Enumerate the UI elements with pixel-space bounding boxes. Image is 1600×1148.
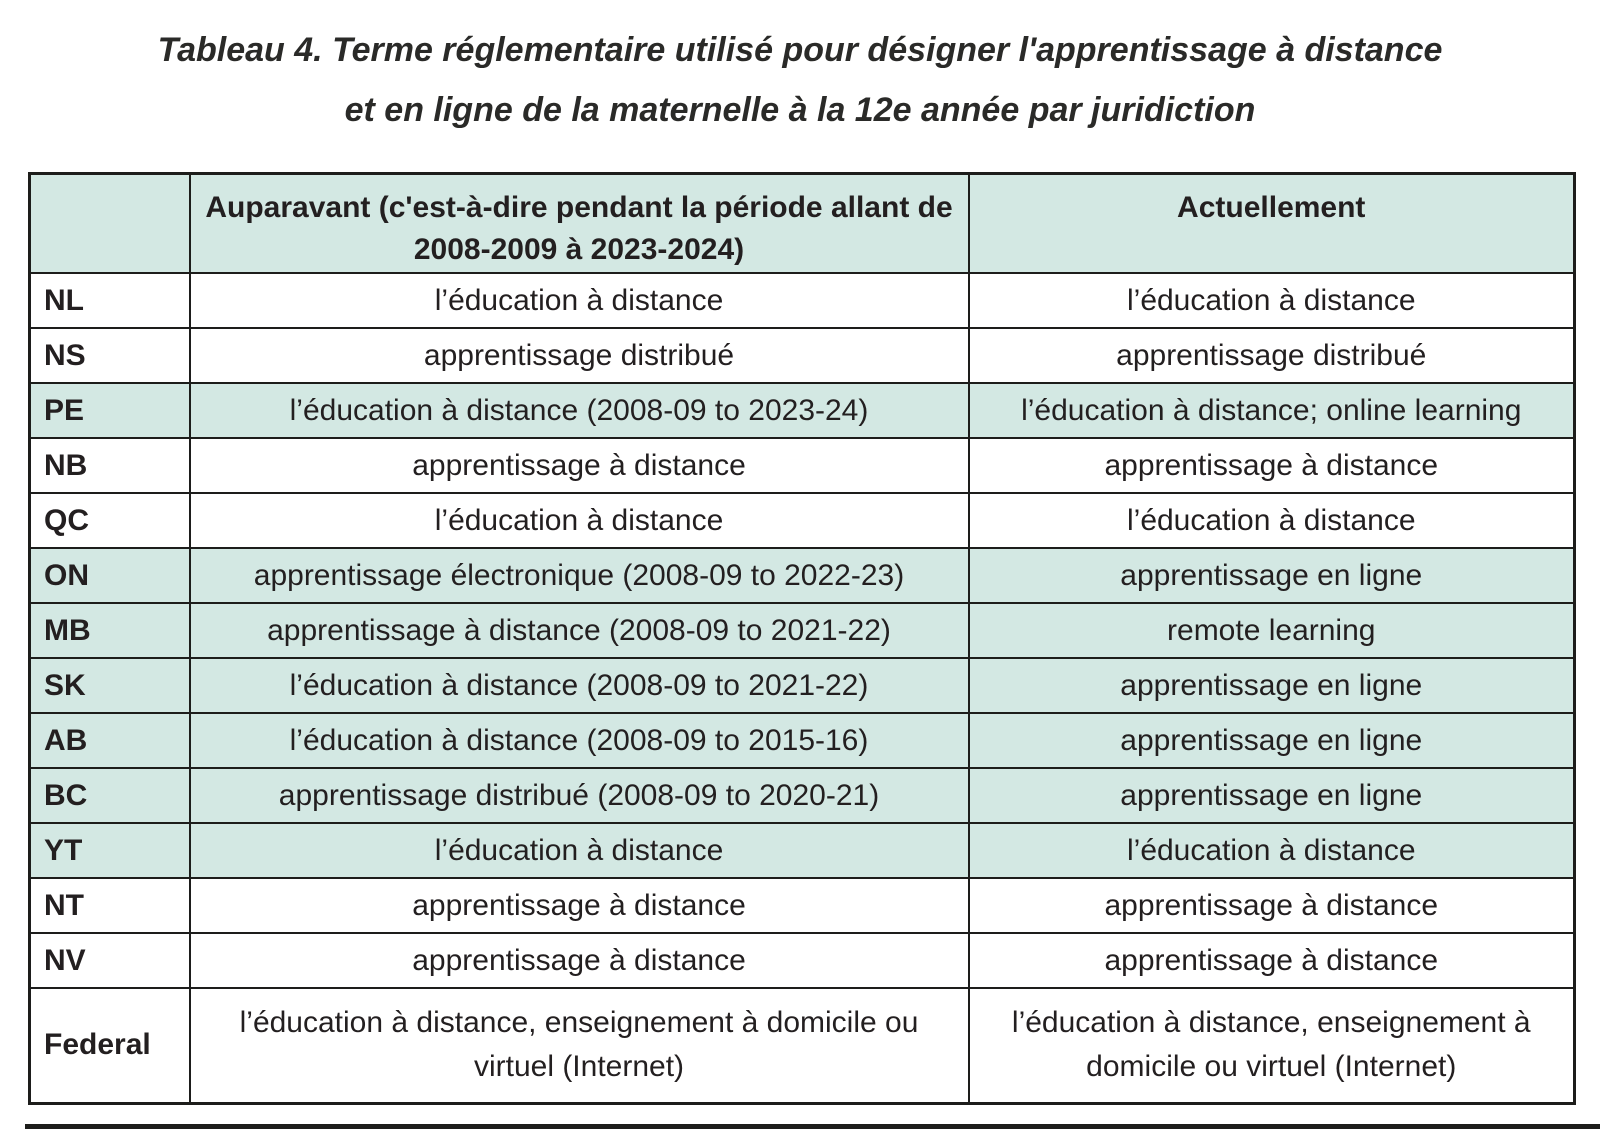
table-row: NL l’éducation à distance l’éducation à …: [28, 272, 1576, 329]
page-title-line-1: Tableau 4. Terme réglementaire utilisé p…: [157, 31, 1443, 69]
jurisdiction-code-cell: ON: [28, 547, 191, 604]
jurisdiction-code-cell: BC: [28, 767, 191, 824]
current-term-cell: apprentissage à distance: [967, 932, 1576, 989]
table-row: YT l’éducation à distance l’éducation à …: [28, 822, 1576, 879]
table-row: BC apprentissage distribué (2008-09 to 2…: [28, 767, 1576, 824]
previous-term-cell: apprentissage distribué (2008-09 to 2020…: [188, 767, 970, 824]
table-row: NB apprentissage à distance apprentissag…: [28, 437, 1576, 494]
current-term-cell: remote learning: [967, 602, 1576, 659]
jurisdiction-code-cell: NS: [28, 327, 191, 384]
table-row: AB l’éducation à distance (2008-09 to 20…: [28, 712, 1576, 769]
previous-term-cell: l’éducation à distance: [188, 822, 970, 879]
jurisdiction-code-cell: NT: [28, 877, 191, 934]
jurisdiction-code-cell: MB: [28, 602, 191, 659]
previous-term-cell: l’éducation à distance (2008-09 to 2015-…: [188, 712, 970, 769]
table-row: SK l’éducation à distance (2008-09 to 20…: [28, 657, 1576, 714]
previous-term-cell: l’éducation à distance (2008-09 to 2023-…: [188, 382, 970, 439]
current-term-cell: apprentissage en ligne: [967, 712, 1576, 769]
page-title: Tableau 4. Terme réglementaire utilisé p…: [0, 20, 1600, 140]
current-term-cell: l’éducation à distance; online learning: [967, 382, 1576, 439]
current-term-cell: l’éducation à distance, enseignement à d…: [967, 987, 1576, 1104]
jurisdiction-code-cell: AB: [28, 712, 191, 769]
previous-term-cell: l’éducation à distance: [188, 272, 970, 329]
table-header-row: Auparavant (c'est-à-dire pendant la péri…: [28, 172, 1576, 274]
table-row: PE l’éducation à distance (2008-09 to 20…: [28, 382, 1576, 439]
jurisdiction-code-cell: QC: [28, 492, 191, 549]
jurisdiction-code-cell: YT: [28, 822, 191, 879]
current-term-cell: apprentissage distribué: [967, 327, 1576, 384]
table-row: NV apprentissage à distance apprentissag…: [28, 932, 1576, 989]
bottom-divider-rule: [25, 1124, 1600, 1129]
previous-term-cell: apprentissage à distance: [188, 877, 970, 934]
previous-term-cell: apprentissage électronique (2008-09 to 2…: [188, 547, 970, 604]
jurisdiction-code-cell: NV: [28, 932, 191, 989]
table-row: ON apprentissage électronique (2008-09 t…: [28, 547, 1576, 604]
jurisdiction-code-cell: NB: [28, 437, 191, 494]
table-row: NS apprentissage distribué apprentissage…: [28, 327, 1576, 384]
previous-term-cell: l’éducation à distance: [188, 492, 970, 549]
current-term-cell: l’éducation à distance: [967, 272, 1576, 329]
jurisdiction-code-cell: PE: [28, 382, 191, 439]
current-term-cell: apprentissage en ligne: [967, 547, 1576, 604]
current-term-cell: apprentissage à distance: [967, 877, 1576, 934]
previous-term-cell: apprentissage à distance: [188, 437, 970, 494]
previous-term-cell: apprentissage à distance (2008-09 to 202…: [188, 602, 970, 659]
previous-term-cell: apprentissage distribué: [188, 327, 970, 384]
table-row: NT apprentissage à distance apprentissag…: [28, 877, 1576, 934]
current-term-cell: l’éducation à distance: [967, 822, 1576, 879]
current-term-cell: apprentissage en ligne: [967, 767, 1576, 824]
table-row: QC l’éducation à distance l’éducation à …: [28, 492, 1576, 549]
previous-term-cell: l’éducation à distance, enseignement à d…: [188, 987, 970, 1104]
jurisdiction-code-cell: Federal: [28, 987, 191, 1104]
page-title-line-2: et en ligne de la maternelle à la 12e an…: [344, 91, 1256, 129]
column-header-jurisdiction: [28, 172, 191, 274]
regulatory-terms-table: Auparavant (c'est-à-dire pendant la péri…: [28, 172, 1576, 1105]
jurisdiction-code-cell: SK: [28, 657, 191, 714]
current-term-cell: l’éducation à distance: [967, 492, 1576, 549]
jurisdiction-code-cell: NL: [28, 272, 191, 329]
current-term-cell: apprentissage à distance: [967, 437, 1576, 494]
previous-term-cell: l’éducation à distance (2008-09 to 2021-…: [188, 657, 970, 714]
current-term-cell: apprentissage en ligne: [967, 657, 1576, 714]
table-row: MB apprentissage à distance (2008-09 to …: [28, 602, 1576, 659]
column-header-current: Actuellement: [967, 172, 1576, 274]
column-header-previous: Auparavant (c'est-à-dire pendant la péri…: [188, 172, 970, 274]
previous-term-cell: apprentissage à distance: [188, 932, 970, 989]
table-row: Federal l’éducation à distance, enseigne…: [28, 987, 1576, 1104]
